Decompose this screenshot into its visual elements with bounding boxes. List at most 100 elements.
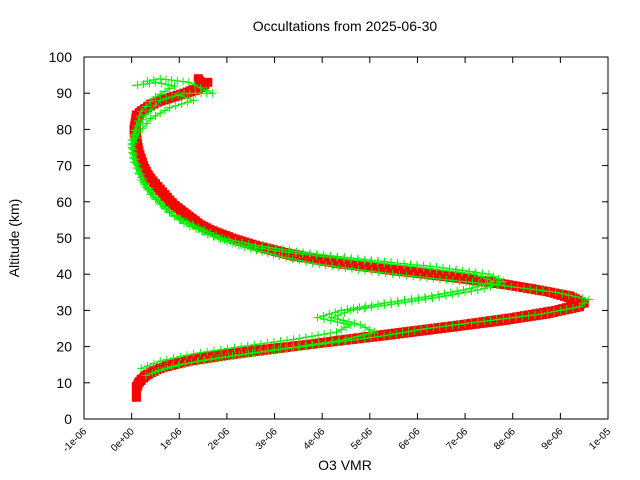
data-point-plus — [275, 252, 284, 261]
data-point-plus — [347, 264, 356, 273]
data-point-plus — [160, 205, 169, 214]
x-tick-label: 6e-06 — [397, 426, 423, 452]
data-point-plus — [361, 323, 370, 332]
data-point-plus — [149, 359, 158, 368]
data-point-plus — [319, 250, 328, 259]
data-point-plus — [171, 101, 180, 110]
data-point-plus — [393, 297, 402, 306]
data-point-plus — [465, 284, 474, 293]
data-point-plus — [434, 290, 443, 299]
x-tick-label: 2e-06 — [206, 426, 232, 452]
data-point-plus — [237, 342, 246, 351]
data-point-plus — [569, 303, 578, 312]
data-point-plus — [295, 343, 304, 352]
data-point-plus — [257, 244, 266, 253]
data-point-plus — [326, 329, 335, 338]
y-axis: 0 10 20 30 40 50 60 70 80 90 100 — [49, 49, 608, 427]
y-tick-label: 30 — [56, 302, 72, 318]
x-tick-label: 0e+00 — [109, 426, 137, 454]
data-point-plus — [151, 78, 160, 87]
data-point-square — [193, 74, 203, 84]
data-point-plus — [218, 353, 227, 362]
data-point-plus — [263, 347, 272, 356]
data-point-plus — [151, 101, 160, 110]
data-point-plus — [347, 254, 356, 263]
data-point-plus — [511, 313, 520, 322]
data-point-plus — [400, 261, 409, 270]
data-point-plus — [145, 79, 154, 88]
data-point-plus — [151, 111, 160, 120]
data-point-plus — [133, 116, 142, 125]
data-point-plus — [263, 338, 272, 347]
data-point-plus — [532, 285, 541, 294]
data-point-plus — [167, 76, 176, 85]
data-point-plus — [137, 364, 146, 373]
data-point-plus — [148, 369, 157, 378]
data-point-plus — [320, 315, 329, 324]
data-point-plus — [197, 227, 206, 236]
x-tick-label: 8e-06 — [492, 426, 518, 452]
data-point-plus — [343, 305, 352, 314]
data-point-plus — [374, 257, 383, 266]
data-point-plus — [307, 332, 316, 341]
data-point-plus — [410, 326, 419, 335]
data-point-plus — [537, 310, 546, 319]
data-point-plus — [422, 273, 431, 282]
data-point-plus — [244, 349, 253, 358]
data-point-plus — [258, 247, 267, 256]
data-point-plus — [461, 277, 470, 286]
data-point-plus — [422, 324, 431, 333]
data-point-plus — [209, 346, 218, 355]
data-point-plus — [281, 253, 290, 262]
data-point-plus — [562, 305, 571, 314]
y-tick-label: 70 — [56, 158, 72, 174]
data-point-plus — [209, 232, 218, 241]
data-point-plus — [139, 80, 148, 89]
data-point-plus — [161, 75, 170, 84]
data-point-plus — [361, 255, 370, 264]
data-point-plus — [571, 292, 580, 301]
data-point-plus — [271, 246, 280, 255]
data-point-plus — [473, 318, 482, 327]
data-point-plus — [398, 328, 407, 337]
data-point-plus — [327, 338, 336, 347]
y-tick-label: 60 — [56, 194, 72, 210]
data-point-plus — [269, 338, 278, 347]
data-point-plus — [132, 121, 141, 130]
data-point-plus — [319, 252, 328, 261]
data-point-plus — [407, 295, 416, 304]
data-point-plus — [128, 148, 137, 157]
data-point-plus — [132, 133, 141, 142]
data-point-plus — [373, 332, 382, 341]
data-point-plus — [223, 344, 232, 353]
data-point-plus — [313, 313, 322, 322]
data-point-plus — [435, 275, 444, 284]
data-point-plus — [360, 257, 369, 266]
data-point-plus — [484, 270, 493, 279]
data-point-plus — [404, 327, 413, 336]
data-point-plus — [182, 351, 191, 360]
data-point-plus — [518, 312, 527, 321]
data-point-plus — [326, 251, 335, 260]
data-point-plus — [445, 266, 454, 275]
data-point-plus — [165, 84, 174, 93]
data-point-plus — [175, 360, 184, 369]
data-point-plus — [190, 81, 199, 90]
data-point-plus — [400, 296, 409, 305]
data-point-plus — [244, 242, 253, 251]
data-point-plus — [426, 264, 435, 273]
data-point-plus — [486, 316, 495, 325]
data-point-plus — [160, 87, 169, 96]
data-point-plus — [137, 176, 146, 185]
data-point-plus — [138, 115, 147, 124]
y-tick-label: 90 — [56, 85, 72, 101]
data-point-plus — [370, 328, 379, 337]
data-point-plus — [134, 170, 143, 179]
data-point-plus — [365, 325, 374, 334]
data-point-plus — [333, 317, 342, 326]
data-point-plus — [507, 282, 516, 291]
data-point-plus — [340, 253, 349, 262]
data-point-plus — [169, 354, 178, 363]
data-point-plus — [429, 274, 438, 283]
